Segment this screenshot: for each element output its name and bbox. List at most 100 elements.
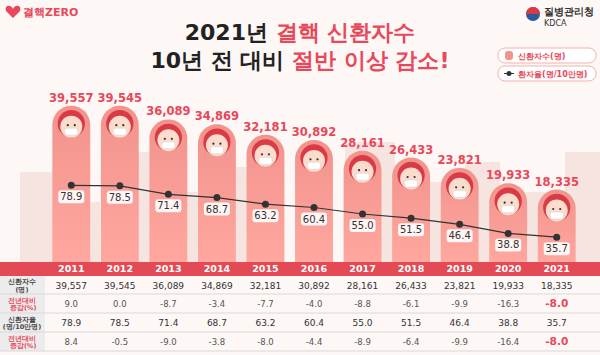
- line-point: [311, 204, 318, 211]
- bar: [149, 119, 187, 262]
- row-label: 전년대비 증감(%): [8, 297, 37, 313]
- plot-area: [52, 106, 575, 262]
- table-cell: 78.9: [61, 318, 81, 328]
- table-cell: 35.7: [547, 318, 567, 328]
- line-point: [553, 234, 560, 241]
- bar: [52, 106, 90, 262]
- face: [449, 178, 471, 200]
- bar: [101, 106, 139, 262]
- line-label: 60.4: [303, 214, 325, 225]
- hair: [397, 162, 424, 189]
- eye: [261, 153, 263, 155]
- face: [109, 116, 131, 138]
- eye: [164, 138, 166, 140]
- mask: [453, 190, 466, 197]
- table-cell: 18,335: [541, 281, 573, 291]
- label-bg: [350, 219, 376, 232]
- bar-label: 19,933: [486, 168, 530, 182]
- eye: [552, 208, 554, 210]
- table: 신환자수(명)39,55739,54536,08934,86932,18130,…: [0, 276, 600, 351]
- table-cell: 51.5: [401, 318, 421, 328]
- line-point: [456, 221, 463, 228]
- x-tick: 2017: [349, 262, 375, 274]
- line-label: 38.8: [497, 239, 519, 250]
- row-label: 신환자수(명): [8, 278, 36, 294]
- x-tick-label: 2017: [349, 263, 375, 274]
- table-cell: 60.4: [304, 318, 324, 328]
- line-point: [408, 215, 415, 222]
- bar: [392, 158, 430, 262]
- face: [60, 116, 82, 138]
- row-label-line: (명): [16, 286, 29, 294]
- emblem-half: [526, 7, 540, 14]
- figure-head: [397, 162, 424, 190]
- x-tick-label: 2013: [155, 263, 181, 274]
- figure-head: [543, 194, 570, 222]
- label-bg: [204, 203, 230, 216]
- mask: [502, 206, 515, 213]
- bar-label: 26,433: [389, 143, 433, 157]
- eye: [309, 158, 311, 160]
- x-tick-label: 2011: [58, 263, 84, 274]
- hair: [106, 110, 133, 137]
- label-bg: [155, 199, 181, 212]
- figure-head: [349, 155, 376, 183]
- row-separator: [0, 294, 600, 295]
- table-cell: -8.9: [354, 337, 371, 347]
- x-tick: 2011: [58, 262, 84, 274]
- table-cell: 26,433: [395, 281, 427, 291]
- table-cell: 28,161: [347, 281, 379, 291]
- agency-name-en: KDCA: [544, 19, 567, 28]
- table-cell: 0.0: [113, 299, 127, 309]
- mask: [405, 180, 418, 187]
- table-cell: 34,869: [201, 281, 233, 291]
- figure-head: [58, 110, 85, 138]
- table-cell: 78.5: [110, 318, 130, 328]
- line-point: [505, 230, 512, 237]
- table-cell: 32,181: [250, 281, 282, 291]
- year-band: [0, 262, 600, 276]
- logo: [6, 6, 21, 18]
- hair: [543, 194, 570, 221]
- line-point: [262, 201, 269, 208]
- face: [400, 168, 422, 190]
- figure-head: [106, 110, 133, 138]
- legend-swatch: [505, 51, 513, 60]
- eye: [67, 124, 69, 126]
- logo-heart: [6, 6, 21, 18]
- bar-label: 30,892: [292, 125, 336, 139]
- table-cell: 63.2: [255, 318, 275, 328]
- table-cell: -9.9: [451, 337, 468, 347]
- table-cell: -7.7: [257, 299, 274, 309]
- eye: [212, 143, 214, 145]
- legend-box: [498, 66, 596, 81]
- legend-box: [498, 48, 596, 63]
- hair: [446, 172, 473, 199]
- x-axis: 2011201220132014201520162017201820192020…: [48, 262, 582, 274]
- legend-label: 신환자수(명): [518, 52, 565, 61]
- line-label: 63.2: [254, 210, 276, 221]
- x-tick: 2015: [252, 262, 278, 274]
- table-cell: 23,821: [444, 281, 476, 291]
- agency-name: 질병관리청: [544, 6, 594, 17]
- table-cell: -8.0: [545, 297, 568, 309]
- bar-label: 34,869: [195, 109, 239, 123]
- x-tick: 2013: [155, 262, 181, 274]
- figure-head: [300, 144, 327, 172]
- mask: [210, 147, 223, 154]
- table-cell: -0.5: [112, 337, 129, 347]
- eye: [219, 143, 221, 145]
- label-bg: [58, 190, 84, 203]
- labels: 39,55739,54536,08934,86932,18130,89228,1…: [49, 91, 579, 255]
- face: [157, 129, 179, 151]
- legend-swatch: [507, 71, 512, 76]
- x-tick: 2016: [301, 262, 328, 274]
- eye: [455, 186, 457, 188]
- row-label-line: (명/10만명): [3, 323, 41, 331]
- table-cell: -16.4: [497, 337, 519, 347]
- bar-label: 36,089: [146, 104, 190, 118]
- eye: [316, 158, 318, 160]
- bar: [538, 190, 576, 262]
- eye: [559, 208, 561, 210]
- x-tick-label: 2018: [398, 263, 425, 274]
